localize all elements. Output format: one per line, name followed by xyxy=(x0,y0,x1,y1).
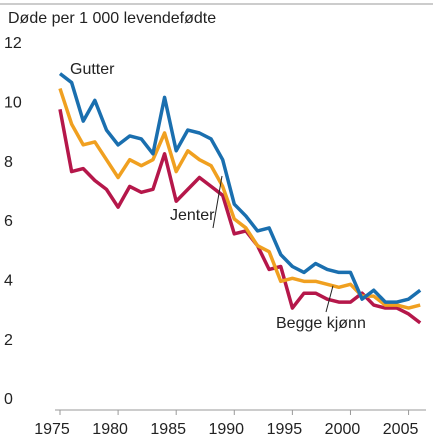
leader-line xyxy=(212,175,223,229)
x-tick-label: 1990 xyxy=(208,421,244,438)
x-tick-label: 1975 xyxy=(34,421,70,438)
y-tick-label: 0 xyxy=(4,391,13,408)
x-tick-label: 1995 xyxy=(267,421,303,438)
x-tick-label: 2000 xyxy=(325,421,361,438)
x-tick-label: 1980 xyxy=(92,421,128,438)
y-tick-label: 12 xyxy=(4,35,22,52)
x-tick-label: 2005 xyxy=(383,421,419,438)
y-tick-label: 8 xyxy=(4,154,13,171)
series-label: Jenter xyxy=(170,207,215,224)
y-tick-label: 10 xyxy=(4,95,22,112)
series-line xyxy=(58,72,422,304)
x-tick-label: 1985 xyxy=(150,421,186,438)
y-tick-label: 2 xyxy=(4,332,13,349)
y-tick-label: 6 xyxy=(4,213,13,230)
leader-line xyxy=(325,285,334,313)
series-label: Begge kjønn xyxy=(276,315,366,332)
series-label: Gutter xyxy=(70,61,115,78)
chart-title: Døde per 1 000 levendefødte xyxy=(8,10,216,27)
y-tick-label: 4 xyxy=(4,273,13,290)
